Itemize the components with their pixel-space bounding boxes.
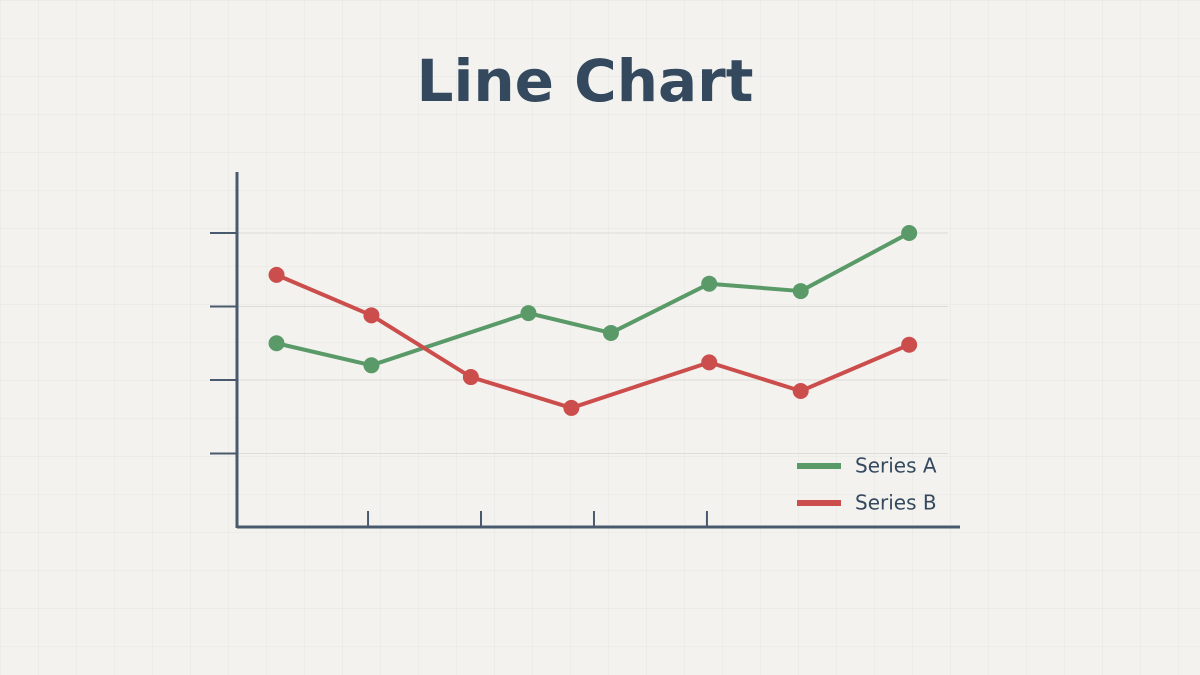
legend-label: Series A — [855, 454, 937, 478]
data-point — [701, 354, 718, 371]
data-point — [520, 305, 537, 322]
data-point — [792, 383, 809, 400]
data-point — [363, 307, 380, 324]
data-point — [363, 357, 380, 374]
chart-title: Line Chart — [417, 47, 754, 115]
data-point — [268, 335, 285, 352]
data-point — [901, 225, 918, 242]
data-point — [901, 336, 918, 353]
legend-label: Series B — [855, 491, 937, 515]
data-point — [602, 324, 619, 341]
data-point — [462, 369, 479, 386]
data-point — [701, 275, 718, 292]
data-point — [563, 399, 580, 416]
data-point — [268, 266, 285, 283]
data-point — [792, 283, 809, 300]
